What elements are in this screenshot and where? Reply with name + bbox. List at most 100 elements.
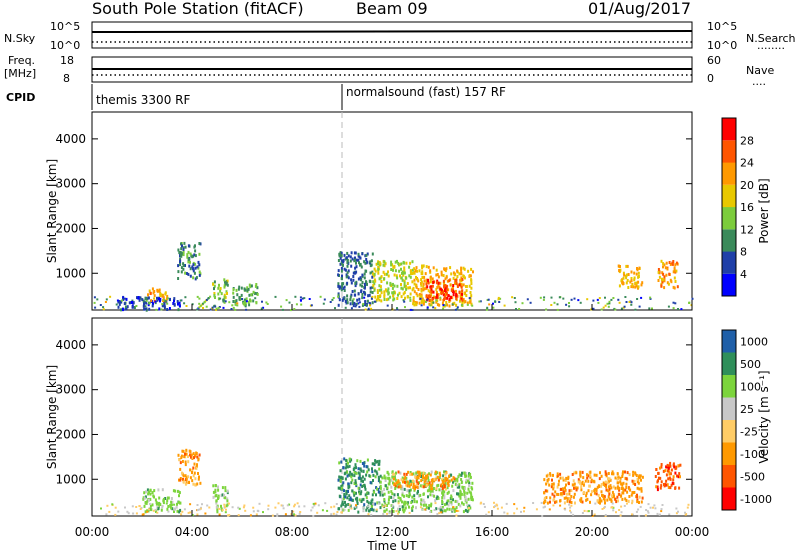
heatmap-cell xyxy=(393,475,396,478)
heatmap-cell xyxy=(361,273,364,277)
heatmap-cell xyxy=(221,509,224,512)
heatmap-cell xyxy=(223,295,226,299)
heatmap-cell xyxy=(479,300,482,303)
heatmap-cell xyxy=(461,471,463,475)
heatmap-cell xyxy=(409,471,412,474)
heatmap-cell xyxy=(197,472,199,475)
heatmap-cell xyxy=(611,472,613,476)
heatmap-cell xyxy=(182,262,185,266)
heatmap-cell xyxy=(412,486,415,489)
x-tick-label: 00:00 xyxy=(675,525,710,539)
heatmap-cell xyxy=(248,293,251,297)
heatmap-cell xyxy=(176,300,179,303)
heatmap-cell xyxy=(429,280,432,284)
heatmap-cell xyxy=(402,299,405,302)
heatmap-cell xyxy=(246,286,249,290)
heatmap-cell xyxy=(669,477,672,481)
heatmap-cell xyxy=(276,513,279,516)
heatmap-cell xyxy=(430,504,432,508)
heatmap-cell xyxy=(422,471,425,475)
heatmap-cell xyxy=(452,506,455,509)
heatmap-cell xyxy=(367,505,370,508)
heatmap-cell xyxy=(394,477,396,480)
heatmap-cell xyxy=(381,493,384,497)
heatmap-cell xyxy=(548,483,551,487)
heatmap-cell xyxy=(607,472,610,475)
heatmap-cell xyxy=(468,507,470,509)
heatmap-cell xyxy=(497,296,500,299)
heatmap-cell xyxy=(468,297,471,300)
heatmap-cell xyxy=(663,484,666,488)
heatmap-cell xyxy=(415,479,418,483)
heatmap-cell xyxy=(341,282,344,286)
heatmap-cell xyxy=(636,298,639,300)
heatmap-cell xyxy=(232,291,235,295)
heatmap-cell xyxy=(363,286,366,290)
heatmap-cell xyxy=(154,508,157,511)
heatmap-cell xyxy=(254,284,257,288)
heatmap-cell xyxy=(158,496,161,500)
heatmap-cell xyxy=(660,259,663,263)
heatmap-cell xyxy=(374,502,377,506)
heatmap-cell xyxy=(557,493,560,496)
heatmap-cell xyxy=(435,291,438,294)
heatmap-cell xyxy=(635,272,638,276)
heatmap-cell xyxy=(347,482,350,486)
heatmap-cell xyxy=(187,455,189,458)
heatmap-cell xyxy=(604,501,606,505)
heatmap-cell xyxy=(417,482,419,486)
heatmap-cell xyxy=(388,477,391,480)
heatmap-cell xyxy=(659,486,662,490)
power-frame xyxy=(91,111,693,311)
heatmap-cell xyxy=(187,244,190,248)
heatmap-cell xyxy=(364,493,367,497)
heatmap-cell xyxy=(177,277,180,280)
heatmap-cell xyxy=(156,511,159,514)
heatmap-cell xyxy=(422,492,425,496)
heatmap-cell xyxy=(243,504,246,507)
heatmap-cell xyxy=(670,483,673,487)
heatmap-cell xyxy=(413,290,416,294)
heatmap-cell xyxy=(430,293,433,297)
heatmap-cell xyxy=(590,308,593,311)
heatmap-cell xyxy=(238,297,241,301)
x-tick-label: 04:00 xyxy=(175,525,210,539)
heatmap-cell xyxy=(232,306,235,309)
heatmap-cell xyxy=(437,507,440,510)
heatmap-cell xyxy=(343,289,346,292)
heatmap-cell xyxy=(469,491,472,495)
heatmap-cell xyxy=(441,499,444,503)
heatmap-cell xyxy=(381,490,384,494)
heatmap-cell xyxy=(637,275,640,278)
heatmap-cell xyxy=(455,282,458,286)
heatmap-cell xyxy=(154,300,157,303)
heatmap-cell xyxy=(412,479,415,483)
heatmap-cell xyxy=(357,467,360,471)
heatmap-cell xyxy=(218,507,221,510)
heatmap-cell xyxy=(255,513,258,516)
heatmap-cell xyxy=(396,308,399,311)
heatmap-cell xyxy=(223,503,226,506)
heatmap-cell xyxy=(494,505,497,508)
heatmap-cell xyxy=(460,271,463,275)
heatmap-cell xyxy=(153,297,155,300)
heatmap-cell xyxy=(633,491,636,494)
heatmap-cell xyxy=(678,472,681,476)
heatmap-cell xyxy=(202,302,204,305)
heatmap-cell xyxy=(337,486,340,490)
heatmap-cell xyxy=(570,511,573,514)
heatmap-cell xyxy=(359,492,362,496)
heatmap-cell xyxy=(435,299,438,302)
heatmap-cell xyxy=(194,244,196,248)
heatmap-cell xyxy=(518,308,521,310)
heatmap-cell xyxy=(322,302,325,305)
heatmap-cell xyxy=(572,483,575,487)
heatmap-cell xyxy=(564,488,567,492)
heatmap-cell xyxy=(381,503,384,507)
heatmap-cell xyxy=(564,478,567,482)
heatmap-cell xyxy=(554,500,556,504)
heatmap-cell xyxy=(250,284,253,288)
colorbar-cell xyxy=(722,251,736,274)
heatmap-cell xyxy=(118,302,121,306)
